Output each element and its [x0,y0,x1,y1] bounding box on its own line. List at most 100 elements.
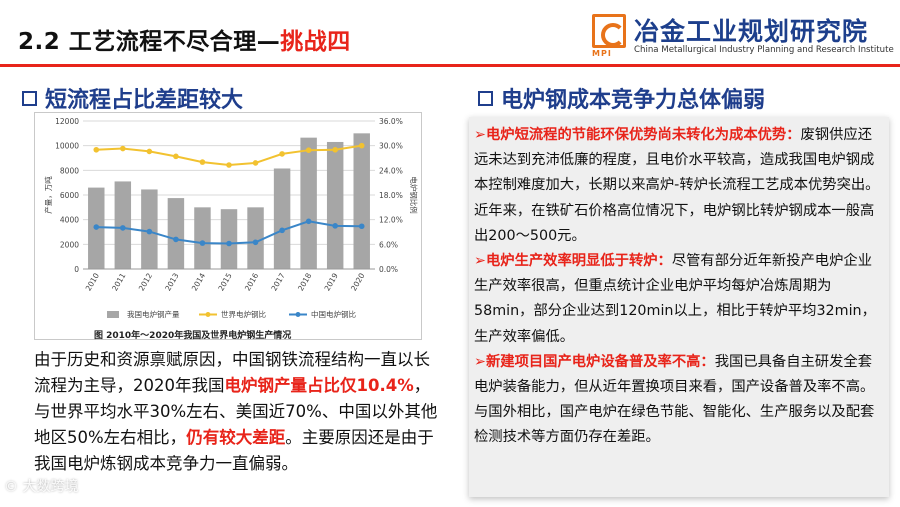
logo-name-en: China Metallurgical Industry Planning an… [634,45,894,55]
x-tick-label: 2013 [163,271,180,292]
y-tick-label: 8000 [60,166,79,175]
bar [273,168,291,269]
series-point [252,239,259,246]
x-tick-label: 2011 [110,271,127,292]
y-axis-label: 产量，万吨 [43,176,53,214]
bar [247,207,264,269]
y2-tick-label: 0.0% [379,265,398,274]
y2-tick-label: 12.0% [379,216,403,225]
x-tick-label: 2010 [84,271,101,292]
x-tick-label: 2016 [243,271,260,292]
arrow-bullet-icon: ➢ [474,127,486,143]
y2-tick-label: 30.0% [379,142,403,151]
y2-axis-label: 电炉钢比例 [409,176,419,214]
x-tick-label: 2018 [296,271,313,292]
analysis-list: ➢电炉短流程的节能环保优势尚未转化为成本优势：废钢供应还远未达到充沛低廉的程度，… [474,123,884,451]
left-paragraph: 由于历史和资源禀赋原因，中国钢铁流程结构一直以长流程为主导，2020年我国电炉钢… [34,347,442,477]
analysis-item-body: 尽管有部分近年新投产电炉企业生产效率很高，但重点统计企业电炉平均每炉冶炼周期为5… [474,253,876,345]
analysis-item-lead: 新建项目国产电炉设备普及率不高： [485,353,715,370]
series-point [120,225,126,231]
x-tick-label: 2012 [137,271,154,292]
series-point [305,147,312,153]
y2-tick-label: 18.0% [379,191,403,200]
chart-caption: 图 2010年～2020年我国及世界电炉钢生产情况 [94,331,292,341]
x-tick-label: 2015 [216,271,233,292]
y-tick-label: 0 [74,265,79,274]
series-point [199,240,206,246]
legend-marker [205,312,211,317]
analysis-item: ➢新建项目国产电炉设备普及率不高：我国已具备自主研发全套电炉装备能力，但从近年置… [474,350,884,451]
highlight-text: 电炉钢产量占比仅10.4% [224,376,414,395]
y-tick-label: 2000 [60,240,79,249]
y2-tick-label: 24.0% [379,166,403,175]
chart-svg: 0 2000 4000 6000 8000 10000 12000 0.0% 6.0% 12.0%… [43,117,419,319]
paragraph-text: ，与世界平均水平30%左右、美国近70%、中国以外其他地区50%左右相比， [34,376,438,447]
y-tick-label: 12000 [55,117,79,126]
series-point [226,240,232,247]
analysis-item-body: 废钢供应还远未达到充沛低廉的程度，且电价水平较高，造成我国电炉钢成本控制难度加大… [474,127,880,244]
bar [194,207,211,269]
bar [353,133,370,269]
page-title: 2.2 工艺流程不尽合理—挑战四 [18,22,351,56]
series-point [120,145,126,152]
arrow-bullet-icon: ➢ [474,253,486,270]
series-point [358,142,365,149]
series-line [96,144,362,166]
y2-tick-label: 6.0% [379,240,398,249]
series-point [173,153,179,160]
x-tick-label: 2014 [190,271,207,292]
analysis-item-body: 我国已具备自主研发全套电炉装备能力，但从近年置换项目来看，国产设备普及率不高。与… [474,353,875,446]
logo-mark-icon [592,14,626,48]
institute-logo: MPI 冶金工业规划研究院 China Metallurgical Indust… [592,12,894,62]
series-point [279,151,285,157]
series-point [93,146,100,153]
series-point [332,223,338,229]
page-title-prefix: 2.2 工艺流程不尽合理— [18,29,281,55]
left-heading-text: 短流程占比差距较大 [45,88,244,113]
legend-label: 我国电炉钢产量 [127,309,180,319]
bar [167,198,185,269]
page-title-highlight: 挑战四 [280,29,351,55]
left-section-heading: 短流程占比差距较大 [22,82,243,114]
highlight-text: 仍有较大差距 [186,428,286,447]
series-point [199,159,206,165]
series-point [146,228,153,235]
series-point [173,236,179,243]
header-divider [0,64,900,67]
right-heading-text: 电炉钢成本竞争力总体偏弱 [501,88,766,113]
bar [300,137,317,269]
x-tick-label: 2019 [323,271,340,292]
series-point [332,146,338,153]
analysis-item-lead: 电炉生产效率明显低于转炉： [485,253,672,270]
right-section-heading: 电炉钢成本竞争力总体偏弱 [478,82,765,114]
x-tick-label: 2017 [269,271,286,292]
legend-marker [295,312,301,317]
series-point [146,148,153,155]
series-point [279,227,285,234]
watermark: © 大数跨境 [4,479,79,495]
analysis-item: ➢电炉生产效率明显低于转炉：尽管有部分近年新投产电炉企业生产效率很高，但重点统计… [474,249,884,350]
series-point [305,218,312,225]
analysis-item: ➢电炉短流程的节能环保优势尚未转化为成本优势：废钢供应还远未达到充沛低廉的程度，… [474,123,884,249]
logo-name-cn: 冶金工业规划研究院 [634,17,869,46]
series-point [93,224,100,230]
arrow-bullet-icon: ➢ [474,353,486,370]
x-tick-label: 2020 [349,271,366,292]
series-point [226,162,232,168]
y-tick-label: 10000 [55,142,79,151]
eaf-steel-chart: 0 2000 4000 6000 8000 10000 12000 0.0% 6.0% 12.0%… [34,112,422,340]
series-point [252,160,259,166]
y2-tick-label: 36.0% [379,117,403,126]
y-tick-label: 4000 [60,216,79,225]
bar [220,209,238,269]
logo-mpi: MPI [592,49,612,58]
paragraph-text: 。主要原因还是由于我国电炉炼钢成本竞争力一直偏弱。 [34,428,434,473]
paragraph-text: 由于历史和资源禀赋原因，中国钢铁流程结构一直以长流程为主导，2020年我国 [34,350,430,395]
series-point [358,223,365,230]
legend-swatch [107,311,119,318]
analysis-item-lead: 电炉短流程的节能环保优势尚未转化为成本优势： [485,127,801,143]
y-tick-label: 6000 [60,191,79,200]
legend-label: 中国电炉钢比 [311,309,356,319]
square-bullet-icon [478,91,493,106]
bar [326,141,344,269]
